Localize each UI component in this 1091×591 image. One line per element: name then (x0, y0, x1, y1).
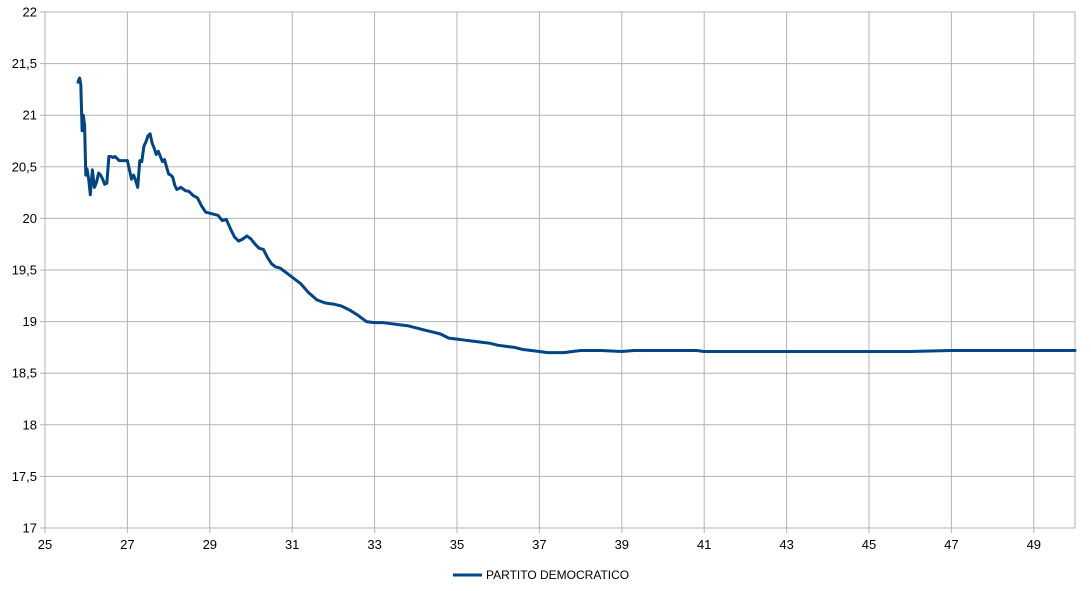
y-tick-label: 19,5 (12, 263, 37, 278)
gridlines (44, 11, 1075, 529)
y-tick-label: 17,5 (12, 469, 37, 484)
y-tick-label: 20,5 (12, 159, 37, 174)
x-tick-label: 47 (944, 537, 958, 552)
legend-label: PARTITO DEMOCRATICO (486, 568, 629, 582)
x-tick-label: 27 (120, 537, 134, 552)
series-line-partito-democratico (76, 76, 1077, 355)
x-tick-label: 43 (779, 537, 793, 552)
x-tick-label: 41 (697, 537, 711, 552)
y-tick-label: 17 (23, 521, 37, 536)
axes (40, 11, 1076, 533)
x-tick-label: 49 (1027, 537, 1041, 552)
y-tick-label: 19 (23, 314, 37, 329)
y-tick-label: 21 (23, 108, 37, 123)
x-tick-label: 29 (203, 537, 217, 552)
x-tick-label: 33 (367, 537, 381, 552)
y-tick-label: 22 (23, 5, 37, 20)
x-tick-label: 37 (532, 537, 546, 552)
y-tick-label: 21,5 (12, 56, 37, 71)
y-tick-label: 20 (23, 211, 37, 226)
tick-labels: 17 17,5 18 18,5 19 19,5 20 20,5 21 21,5 22 25 27 29 31… (12, 5, 1041, 553)
y-tick-label: 18 (23, 417, 37, 432)
y-tick-label: 18,5 (12, 366, 37, 381)
series-layer (76, 76, 1077, 355)
plot-frame (44, 11, 1076, 529)
x-tick-label: 35 (450, 537, 464, 552)
x-tick-label: 39 (615, 537, 629, 552)
x-tick-label: 45 (862, 537, 876, 552)
x-tick-label: 31 (285, 537, 299, 552)
legend: PARTITO DEMOCRATICO (453, 568, 629, 582)
x-tick-label: 25 (38, 537, 52, 552)
